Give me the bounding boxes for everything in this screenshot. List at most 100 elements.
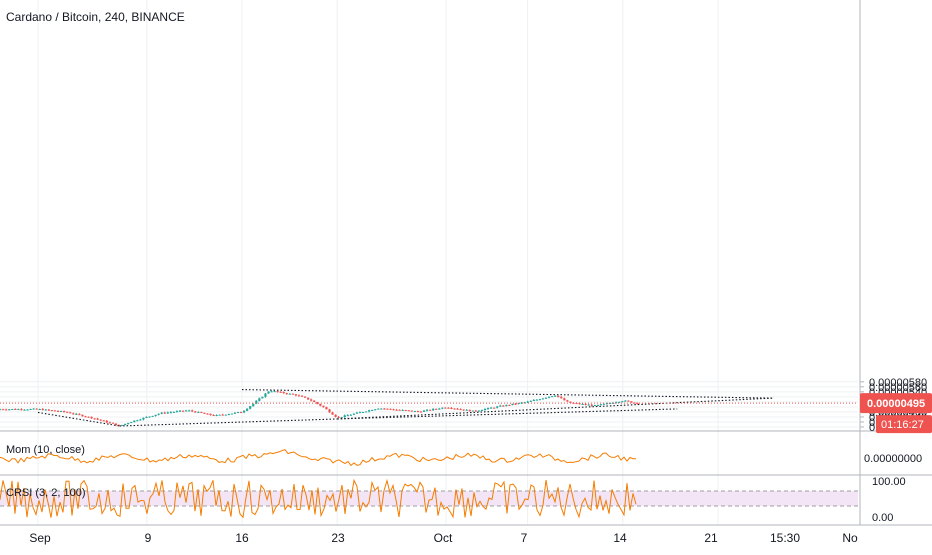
candle-body	[569, 401, 572, 403]
candle-body	[593, 405, 596, 407]
price-tick-label: 0.00000580	[869, 377, 927, 389]
candle-body	[160, 412, 163, 414]
candle-body	[142, 417, 145, 420]
crsi-axis-lower: 0.00	[872, 512, 893, 524]
candle-body	[81, 414, 84, 417]
time-tick-label: 16	[235, 531, 249, 545]
price-axis: 0.000005800.000005600.000005400.00000520…	[0, 0, 932, 525]
candle-body	[386, 408, 389, 410]
candle-body	[182, 410, 185, 412]
time-tick-label: 21	[704, 531, 718, 545]
candle-body	[236, 412, 240, 414]
mom-axis-value: 0.00000000	[864, 453, 922, 465]
candle-body	[191, 410, 194, 412]
candle-body	[490, 407, 493, 409]
candle-body	[602, 403, 606, 405]
candle-body	[444, 407, 447, 409]
candle-body	[273, 391, 276, 393]
candle-body	[294, 394, 298, 396]
candle-body	[35, 408, 38, 410]
candle-body	[361, 411, 365, 413]
candle-body	[532, 400, 535, 402]
crsi-line	[0, 478, 637, 519]
candle-body	[50, 410, 54, 412]
candle-body	[398, 409, 401, 411]
candle-body	[224, 414, 227, 416]
crsi-axis-upper: 100.00	[872, 476, 906, 488]
candle-body	[252, 403, 255, 407]
candle-body	[133, 420, 136, 423]
candle-body	[8, 409, 11, 411]
candle-body	[328, 409, 331, 413]
candle-body	[340, 417, 343, 419]
candle-body	[105, 420, 108, 423]
candle-body	[581, 403, 584, 405]
time-tick-label: 7	[521, 531, 528, 545]
candle-body	[337, 416, 340, 418]
candle-body	[14, 408, 17, 410]
chart-title: Cardano / Bitcoin, 240, BINANCE	[6, 10, 185, 24]
candle-body	[307, 397, 310, 400]
trendline	[337, 408, 678, 420]
candle-body	[282, 391, 285, 394]
candle-body	[352, 413, 355, 415]
candle-body	[239, 412, 243, 414]
candle-body	[349, 414, 352, 416]
candle-body	[389, 408, 392, 410]
candle-body	[249, 406, 252, 409]
candle-body	[17, 409, 20, 411]
candle-body	[401, 409, 404, 411]
candle-body	[371, 410, 374, 412]
candle-body	[285, 393, 288, 395]
candle-body	[206, 413, 209, 415]
candle-body	[11, 408, 14, 410]
candle-body	[163, 412, 166, 414]
candle-body	[584, 403, 587, 405]
candle-body	[145, 416, 148, 418]
candle-body	[175, 411, 179, 413]
candle-body	[618, 401, 621, 403]
candle-body	[200, 411, 203, 413]
candle-body	[511, 403, 514, 406]
candle-body	[53, 410, 57, 412]
candle-body	[20, 409, 23, 411]
candle-body	[529, 400, 532, 402]
candle-body	[627, 400, 630, 402]
candle-body	[523, 402, 526, 404]
candle-body	[499, 405, 502, 407]
candle-body	[392, 409, 395, 411]
candle-body	[169, 412, 172, 414]
candle-body	[477, 410, 481, 412]
candle-body	[429, 409, 432, 411]
crsi-band	[0, 491, 858, 506]
candle-body	[38, 409, 41, 411]
candle-body	[291, 393, 294, 395]
time-tick-label: 14	[613, 531, 627, 545]
candle-body	[78, 413, 81, 415]
candle-body	[438, 408, 441, 410]
candle-body	[127, 423, 130, 425]
candle-body	[261, 396, 264, 399]
candle-body	[56, 410, 60, 412]
candle-body	[343, 415, 346, 418]
candle-body	[548, 396, 551, 398]
candle-body	[514, 403, 517, 405]
candle-body	[554, 395, 557, 397]
candle-body	[209, 413, 212, 415]
candle-body	[41, 409, 44, 411]
candle-body	[453, 408, 456, 410]
candle-body	[413, 411, 416, 413]
grid	[0, 0, 932, 526]
candle-body	[551, 396, 554, 398]
candle-body	[520, 402, 523, 404]
time-tick-label: 9	[145, 531, 152, 545]
candle-body	[557, 395, 560, 397]
candle-body	[121, 424, 124, 426]
candle-body	[380, 408, 383, 410]
current-price-label: 0.00000495	[867, 398, 925, 410]
candle-body	[310, 399, 313, 401]
candle-body	[404, 409, 407, 411]
candle-body	[93, 418, 96, 420]
